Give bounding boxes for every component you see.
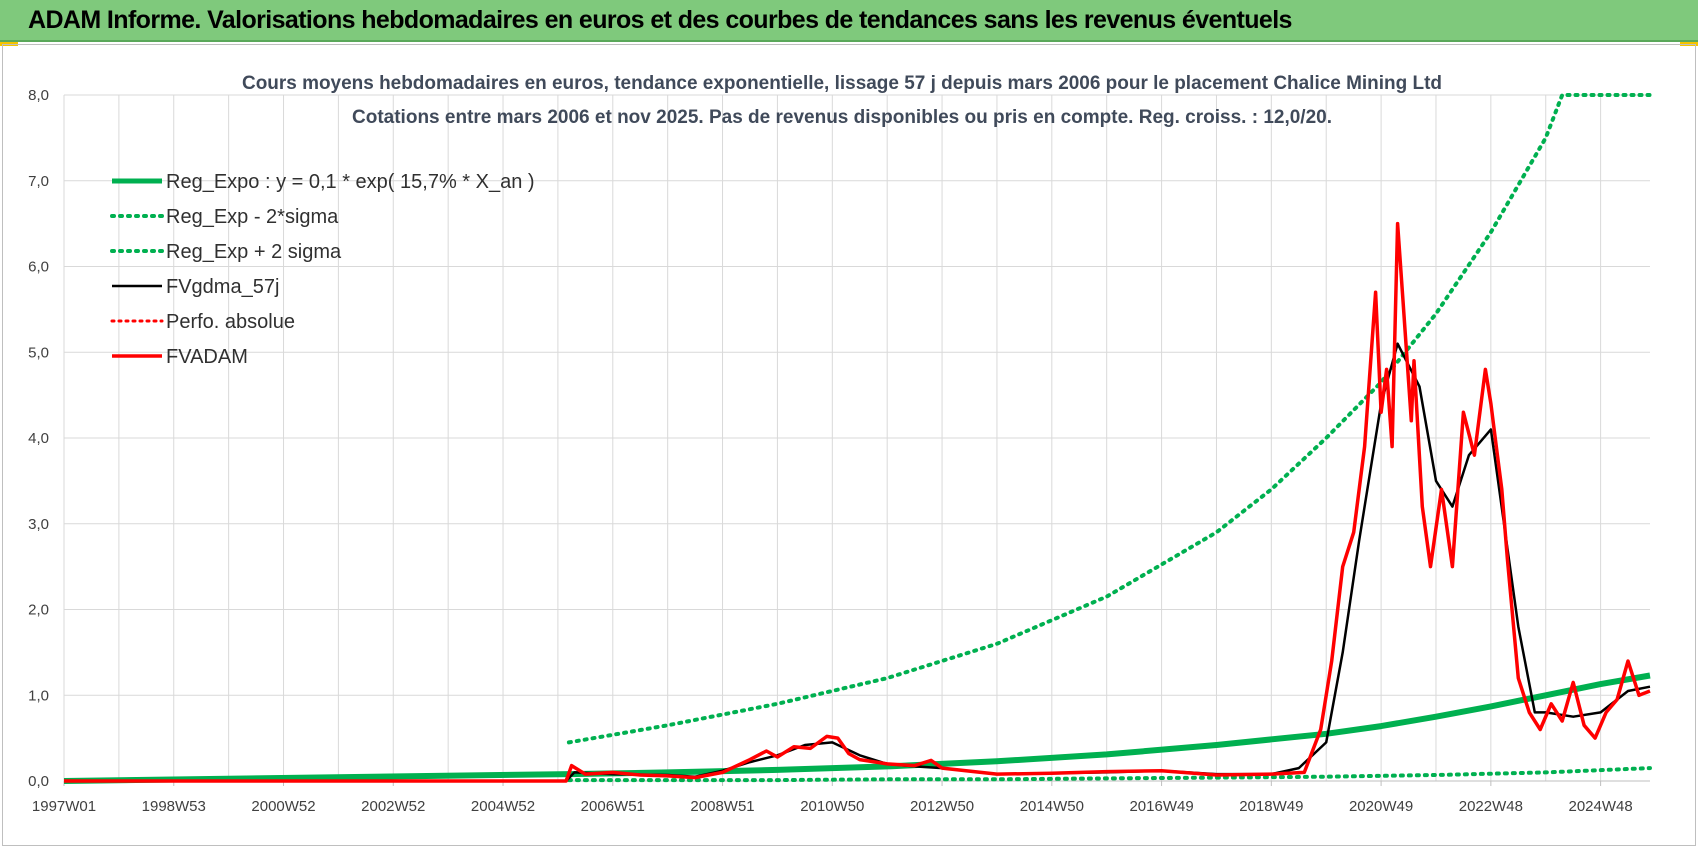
series-line-2	[566, 93, 1652, 745]
x-tick-label: 2020W49	[1349, 798, 1413, 815]
x-tick-label: 2024W48	[1568, 798, 1632, 815]
series-group	[63, 93, 1652, 784]
y-tick-label: 3,0	[28, 516, 49, 533]
y-axis-ticks: 0,0 1,0 2,0 3,0 4,0 5,0 6,0 7,0 8,0	[28, 87, 49, 790]
y-tick-label: 7,0	[28, 173, 49, 190]
x-tick-label: 2016W49	[1129, 798, 1193, 815]
legend-label-4: Perfo. absolue	[166, 311, 295, 333]
x-tick-label: 2014W50	[1020, 798, 1084, 815]
x-tick-label: 2006W51	[581, 798, 645, 815]
y-tick-label: 0,0	[28, 773, 49, 790]
chart-title: Cours moyens hebdomadaires en euros, ten…	[242, 73, 1442, 94]
x-tick-label: 2000W52	[251, 798, 315, 815]
y-tick-label: 6,0	[28, 259, 49, 276]
x-tick-label: 1997W01	[32, 798, 96, 815]
banner-title: ADAM Informe. Valorisations hebdomadaire…	[28, 6, 1292, 34]
x-tick-label: 2002W52	[361, 798, 425, 815]
chart-frame	[2, 44, 1696, 846]
y-tick-label: 4,0	[28, 430, 49, 447]
legend-label-3: FVgdma_57j	[166, 276, 279, 298]
series-line-5	[64, 221, 1651, 783]
banner: ADAM Informe. Valorisations hebdomadaire…	[0, 0, 1698, 42]
legend: Reg_Expo : y = 0,1 * exp( 15,7% * X_an )…	[110, 171, 535, 368]
series-line-1	[566, 766, 1652, 783]
series-line-0	[63, 672, 1651, 784]
y-tick-label: 5,0	[28, 344, 49, 361]
x-tick-label: 2022W48	[1459, 798, 1523, 815]
x-tick-label: 2010W50	[800, 798, 864, 815]
chart-subtitle: Cotations entre mars 2006 et nov 2025. P…	[352, 107, 1332, 128]
legend-label-2: Reg_Exp + 2 sigma	[166, 241, 342, 263]
y-tick-label: 1,0	[28, 687, 49, 704]
y-tick-label: 2,0	[28, 602, 49, 619]
legend-label-5: FVADAM	[166, 346, 248, 368]
x-tick-label: 2012W50	[910, 798, 974, 815]
grid	[63, 94, 1650, 782]
legend-label-0: Reg_Expo : y = 0,1 * exp( 15,7% * X_an )	[166, 171, 535, 193]
x-tick-label: 1998W53	[142, 798, 206, 815]
legend-label-1: Reg_Exp - 2*sigma	[166, 206, 339, 228]
x-tick-label: 2008W51	[690, 798, 754, 815]
x-tick-label: 2018W49	[1239, 798, 1303, 815]
y-tick-label: 8,0	[28, 87, 49, 104]
x-axis-ticks: 1997W01 1998W53 2000W52 2002W52 2004W52 2006W…	[32, 781, 1633, 815]
x-tick-label: 2004W52	[471, 798, 535, 815]
